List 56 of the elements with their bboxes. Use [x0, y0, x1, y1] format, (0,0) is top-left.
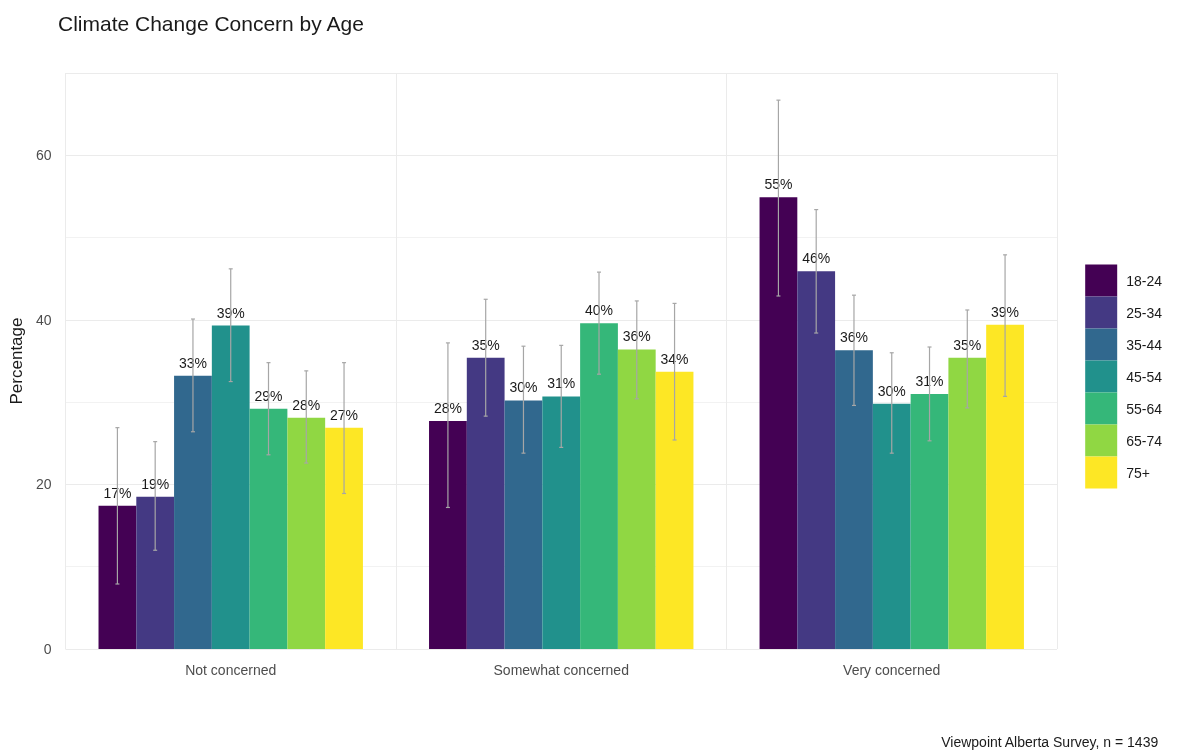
- bar: [504, 400, 543, 649]
- data-label: 30%: [877, 382, 906, 399]
- chart-title: Climate Change Concern by Age: [58, 12, 364, 35]
- data-label: 17%: [103, 484, 132, 501]
- y-tick-label: 20: [35, 476, 52, 493]
- legend-label: 75+: [1126, 464, 1150, 481]
- bar: [466, 357, 505, 649]
- bar: [835, 350, 873, 649]
- x-tick-label: Somewhat concerned: [493, 662, 629, 678]
- bar: [429, 421, 467, 649]
- bar: [617, 349, 656, 649]
- bar: [542, 396, 581, 649]
- data-label: 28%: [292, 396, 321, 413]
- bar: [325, 427, 363, 649]
- bar: [249, 408, 288, 649]
- bar: [948, 357, 987, 649]
- text: Viewpoint Alberta Survey, n = 1439: [941, 734, 1159, 750]
- data-label: 39%: [991, 303, 1020, 320]
- data-label: 31%: [915, 372, 944, 389]
- data-label: 31%: [547, 375, 576, 392]
- y-tick-label: 60: [35, 147, 52, 164]
- data-label: 35%: [471, 336, 500, 353]
- bar: [287, 417, 326, 649]
- data-label: 36%: [839, 329, 868, 346]
- legend-label: 18-24: [1126, 272, 1163, 289]
- bar: [580, 323, 618, 649]
- y-tick-label: 40: [35, 311, 52, 328]
- bar: [98, 505, 137, 649]
- legend-label: 25-34: [1126, 304, 1163, 321]
- bar: [136, 496, 175, 649]
- bar: [174, 375, 212, 649]
- bar: [910, 393, 949, 649]
- bar: [872, 403, 911, 649]
- data-label: 46%: [802, 250, 831, 267]
- legend-label: 45-54: [1126, 368, 1163, 385]
- bar: [797, 271, 836, 649]
- data-label: 28%: [433, 400, 462, 417]
- x-tick-label: Very concerned: [843, 662, 941, 678]
- bar: [986, 324, 1024, 649]
- bar: [655, 371, 694, 649]
- data-label: 36%: [622, 328, 651, 345]
- legend-label: 65-74: [1126, 432, 1163, 449]
- bar: [211, 325, 250, 649]
- data-label: 27%: [330, 406, 359, 423]
- y-tick-label: 0: [43, 641, 52, 657]
- data-label: 39%: [216, 304, 245, 321]
- data-label: 35%: [953, 336, 982, 353]
- legend-label: 35-44: [1126, 336, 1163, 353]
- data-label: 34%: [660, 350, 689, 367]
- data-label: 40%: [584, 302, 614, 319]
- data-label: 19%: [141, 475, 170, 492]
- y-axis-title: Percentage: [7, 317, 26, 405]
- legend-label: 55-64: [1126, 400, 1163, 417]
- x-tick-label: Not concerned: [185, 662, 277, 678]
- bar: [759, 197, 798, 649]
- data-label: 33%: [178, 354, 207, 371]
